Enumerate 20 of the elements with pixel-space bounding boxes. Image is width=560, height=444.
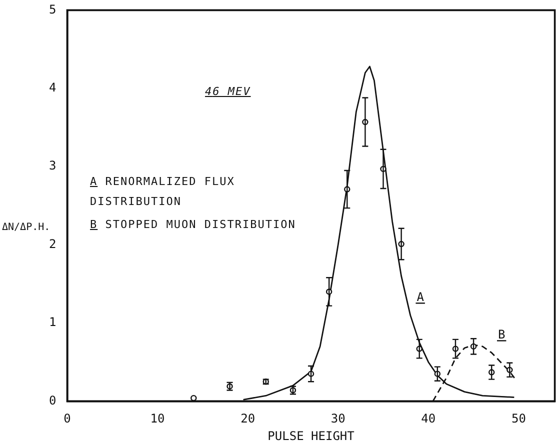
x-tick-label: 10: [150, 412, 165, 426]
series-label: A: [416, 290, 425, 304]
x-tick-label: 20: [240, 412, 256, 426]
x-tick-label: 0: [64, 412, 71, 426]
y-tick-label: 3: [48, 158, 56, 173]
point: [190, 394, 197, 402]
annotation: B STOPPED MUON DISTRIBUTION: [90, 218, 296, 231]
y-tick-label: 1: [48, 315, 56, 330]
annotation: 46 MEV: [205, 85, 251, 98]
y-tick-label: 2: [48, 236, 56, 251]
y-tick-label: 0: [48, 393, 56, 408]
y-tick-label: 4: [48, 80, 56, 95]
annotation: A RENORMALIZED FLUX DISTRIBUTION: [90, 174, 236, 210]
x-axis-title: PULSE HEIGHT: [268, 428, 354, 443]
y-axis-title: ΔN/ΔP.H.: [2, 222, 50, 233]
x-tick-label: 50: [511, 412, 526, 426]
x-tick-label: 40: [421, 412, 436, 426]
series-label: B: [498, 328, 506, 342]
y-tick-label: 5: [48, 2, 56, 16]
x-tick-label: 30: [330, 412, 346, 426]
